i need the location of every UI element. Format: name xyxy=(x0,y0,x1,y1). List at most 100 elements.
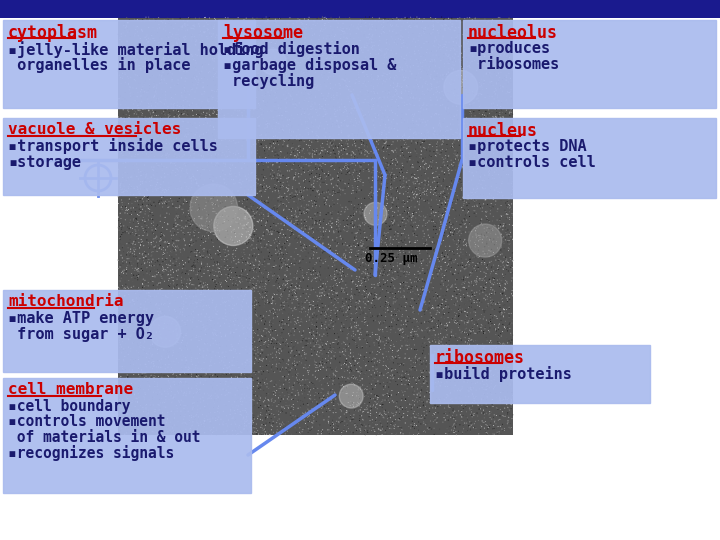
Point xyxy=(491,136,503,144)
Point xyxy=(210,217,222,226)
Point xyxy=(121,96,132,104)
Point xyxy=(296,152,307,161)
Bar xyxy=(463,20,716,108)
Point xyxy=(415,358,427,367)
Point xyxy=(397,15,409,23)
Point xyxy=(438,40,450,49)
Point xyxy=(387,417,399,426)
Point xyxy=(216,110,228,118)
Point xyxy=(457,51,469,59)
Point xyxy=(141,177,153,186)
Point xyxy=(436,167,448,176)
Point xyxy=(311,327,323,335)
Point xyxy=(220,354,232,362)
Point xyxy=(474,106,485,115)
Point xyxy=(264,120,275,129)
Point xyxy=(492,429,503,438)
Point xyxy=(498,364,509,373)
Point xyxy=(320,94,332,103)
Text: nucleolus: nucleolus xyxy=(468,24,558,42)
Point xyxy=(152,262,163,271)
Point xyxy=(160,26,171,35)
Point xyxy=(194,333,205,341)
Point xyxy=(334,309,346,318)
Point xyxy=(114,271,125,280)
Point xyxy=(367,138,379,147)
Point xyxy=(374,173,386,181)
Point xyxy=(310,305,321,313)
Point xyxy=(292,74,303,83)
Point xyxy=(484,224,495,233)
Point xyxy=(482,69,494,78)
Point xyxy=(421,341,433,350)
Point xyxy=(266,38,277,47)
Point xyxy=(222,281,233,290)
Point xyxy=(179,150,190,159)
Point xyxy=(139,161,150,170)
Point xyxy=(408,308,420,317)
Point xyxy=(189,19,201,28)
Point xyxy=(337,327,348,336)
Point xyxy=(400,325,411,333)
Point xyxy=(253,337,265,346)
Point xyxy=(500,284,511,293)
Point xyxy=(335,102,346,111)
Point xyxy=(262,361,274,369)
Point xyxy=(409,111,420,120)
Point xyxy=(326,175,338,184)
Point xyxy=(401,85,413,93)
Point xyxy=(215,23,227,31)
Point xyxy=(305,249,317,258)
Point xyxy=(271,310,283,319)
Point xyxy=(449,54,460,63)
Point xyxy=(459,14,470,23)
Point xyxy=(431,353,443,361)
Point xyxy=(422,85,433,93)
Point xyxy=(345,40,356,49)
Point xyxy=(503,114,514,123)
Point xyxy=(248,376,259,384)
Point xyxy=(143,120,154,129)
Point xyxy=(457,421,469,430)
Point xyxy=(426,321,438,330)
Point xyxy=(129,133,140,141)
Point xyxy=(440,86,451,95)
Point xyxy=(479,313,490,321)
Point xyxy=(117,428,128,437)
Point xyxy=(408,14,420,23)
Point xyxy=(450,416,462,425)
Point xyxy=(486,70,498,78)
Point xyxy=(397,328,408,337)
Point xyxy=(278,206,289,214)
Point xyxy=(367,125,379,134)
Point xyxy=(258,259,269,268)
Point xyxy=(298,303,310,312)
Point xyxy=(202,197,214,205)
Point xyxy=(122,298,134,307)
Point xyxy=(239,417,251,426)
Point xyxy=(495,97,507,106)
Point xyxy=(132,405,144,414)
Point xyxy=(429,42,441,51)
Text: vacuole & vesicles: vacuole & vesicles xyxy=(8,122,181,137)
Point xyxy=(386,273,397,282)
Point xyxy=(328,48,339,56)
Point xyxy=(186,84,198,92)
Point xyxy=(487,345,498,353)
Point xyxy=(339,185,351,194)
Point xyxy=(166,383,177,392)
Point xyxy=(289,339,301,347)
Point xyxy=(251,279,262,288)
Point xyxy=(210,392,222,401)
Point xyxy=(126,183,138,191)
Point xyxy=(264,50,275,58)
Point xyxy=(179,241,191,249)
Point xyxy=(124,145,135,154)
Point xyxy=(194,335,206,343)
Point xyxy=(215,206,226,215)
Point xyxy=(310,330,322,339)
Point xyxy=(181,160,192,168)
Point xyxy=(435,146,446,155)
Point xyxy=(215,415,227,423)
Point xyxy=(465,368,477,377)
